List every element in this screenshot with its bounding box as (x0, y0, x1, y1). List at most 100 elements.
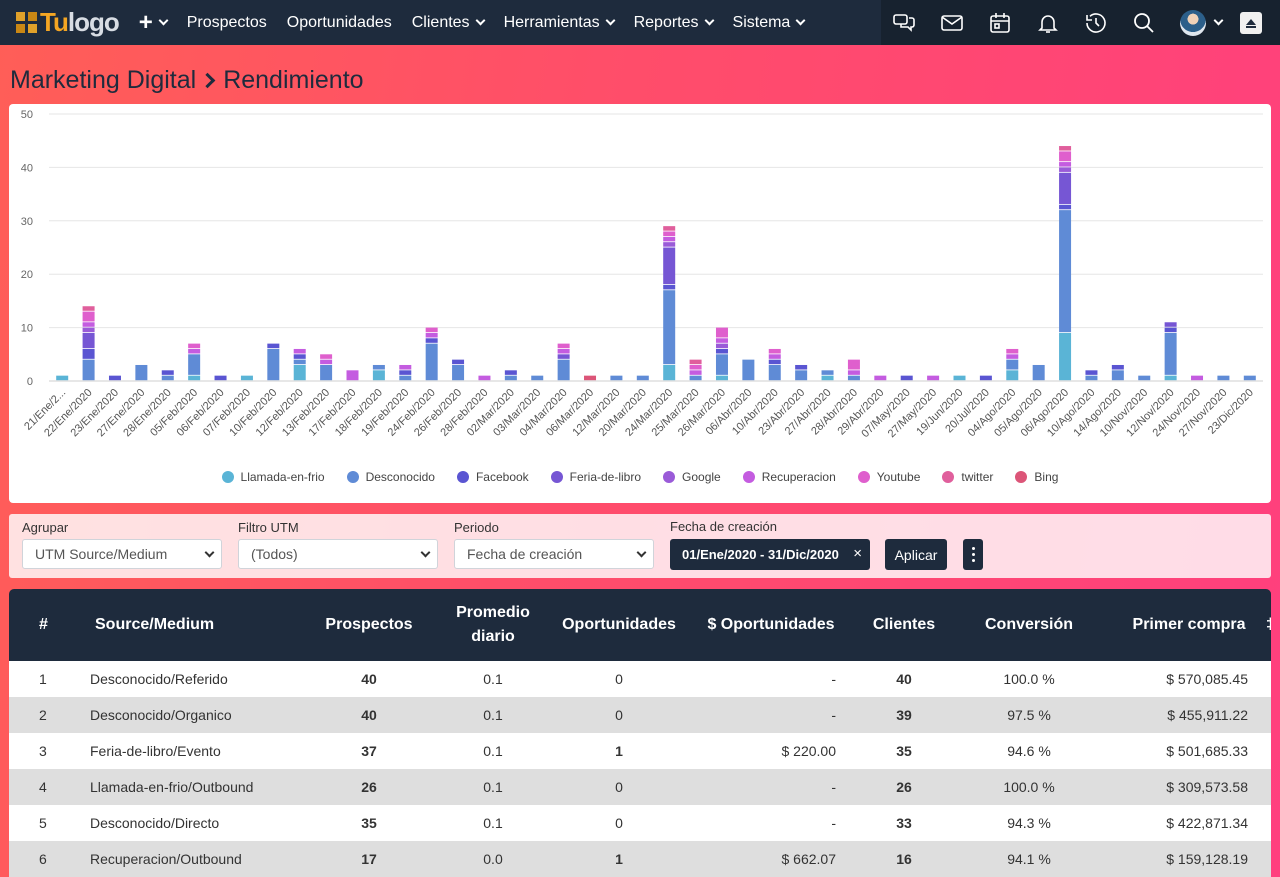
bar-segment[interactable] (821, 370, 834, 375)
bar-segment[interactable] (399, 375, 412, 381)
bar-segment[interactable] (1059, 204, 1072, 210)
bar-segment[interactable] (557, 354, 570, 359)
clear-icon[interactable]: × (853, 545, 862, 562)
table-row[interactable]: 3 Feria-de-libro/Evento 37 0.1 1 $ 220.00 35 94… (9, 733, 1271, 769)
bar-segment[interactable] (399, 370, 412, 375)
bar-segment[interactable] (293, 364, 306, 381)
bar-segment[interactable] (399, 364, 412, 370)
bar-segment[interactable] (214, 375, 227, 381)
nav-item-prospectos[interactable]: Prospectos (187, 14, 267, 32)
bar-segment[interactable] (715, 348, 728, 354)
breadcrumb-parent[interactable]: Marketing Digital (10, 66, 197, 94)
table-row[interactable]: 2 Desconocido/Organico 40 0.1 0 - 39 97.5 % $ 45… (9, 697, 1271, 733)
period-select[interactable]: Fecha de creación (454, 539, 654, 569)
date-range-input[interactable]: 01/Ene/2020 - 31/Dic/2020 × (670, 539, 870, 570)
bell-icon[interactable] (1036, 11, 1060, 35)
bar-segment[interactable] (293, 348, 306, 354)
bar-segment[interactable] (795, 364, 808, 370)
bar-segment[interactable] (927, 375, 940, 381)
legend-item[interactable]: Youtube (857, 470, 920, 484)
nav-item-herramientas[interactable]: Herramientas (504, 14, 616, 32)
bar-segment[interactable] (82, 332, 95, 349)
bar-segment[interactable] (663, 231, 676, 237)
col-header-source[interactable]: Source/Medium (95, 616, 215, 633)
legend-item[interactable]: Recuperacion (742, 470, 836, 484)
bar-segment[interactable] (847, 359, 860, 370)
bar-segment[interactable] (1032, 364, 1045, 381)
bar-segment[interactable] (82, 327, 95, 333)
bar-segment[interactable] (742, 359, 755, 381)
col-header-opportunities[interactable]: Oportunidades (562, 616, 676, 633)
col-header-conversion[interactable]: Conversión (984, 616, 1073, 633)
bar-segment[interactable] (1164, 322, 1177, 327)
bar-segment[interactable] (557, 348, 570, 354)
mail-icon[interactable] (940, 11, 964, 35)
bar-segment[interactable] (293, 354, 306, 359)
bar-segment[interactable] (267, 348, 280, 381)
bar-segment[interactable] (768, 359, 781, 365)
bar-segment[interactable] (1111, 370, 1124, 381)
bar-segment[interactable] (56, 375, 69, 381)
bar-segment[interactable] (663, 290, 676, 365)
bar-segment[interactable] (1059, 162, 1072, 167)
bar-segment[interactable] (1006, 359, 1019, 370)
bar-segment[interactable] (900, 375, 913, 381)
bar-segment[interactable] (478, 375, 491, 381)
utm-filter-select[interactable]: (Todos) (238, 539, 438, 569)
bar-segment[interactable] (161, 370, 174, 375)
table-row[interactable]: 1 Desconocido/Referido 40 0.1 0 - 40 100.0 % $ 5… (9, 661, 1271, 697)
bar-segment[interactable] (82, 359, 95, 381)
legend-item[interactable]: Facebook (456, 470, 529, 484)
bar-segment[interactable] (715, 343, 728, 349)
bar-segment[interactable] (82, 348, 95, 359)
bar-segment[interactable] (1164, 332, 1177, 375)
bar-segment[interactable] (1243, 375, 1256, 381)
bar-segment[interactable] (82, 322, 95, 327)
bar-segment[interactable] (425, 343, 438, 381)
bar-segment[interactable] (1006, 370, 1019, 381)
chevron-down-icon[interactable] (1213, 15, 1224, 26)
bar-segment[interactable] (1006, 354, 1019, 359)
bar-segment[interactable] (557, 343, 570, 349)
col-header-clients[interactable]: Clientes (872, 616, 936, 633)
bar-segment[interactable] (663, 236, 676, 242)
bar-segment[interactable] (188, 348, 201, 354)
bar-segment[interactable] (504, 375, 517, 381)
bar-segment[interactable] (663, 284, 676, 290)
bar-segment[interactable] (161, 375, 174, 381)
col-header-prospects[interactable]: Prospectos (325, 616, 413, 633)
bar-segment[interactable] (1085, 375, 1098, 381)
nav-item-oportunidades[interactable]: Oportunidades (287, 14, 392, 32)
bar-segment[interactable] (135, 364, 148, 381)
calendar-icon[interactable] (988, 11, 1012, 35)
bar-segment[interactable] (320, 354, 333, 359)
bar-segment[interactable] (715, 354, 728, 375)
bar-segment[interactable] (874, 375, 887, 381)
bar-segment[interactable] (768, 348, 781, 354)
bar-segment[interactable] (715, 327, 728, 338)
bar-segment[interactable] (610, 375, 623, 381)
bar-segment[interactable] (320, 359, 333, 365)
bar-segment[interactable] (847, 370, 860, 375)
bar-segment[interactable] (372, 364, 385, 370)
bar-segment[interactable] (1059, 146, 1072, 151)
bar-segment[interactable] (108, 375, 121, 381)
bar-segment[interactable] (663, 364, 676, 381)
app-logo[interactable]: Tu logo (16, 0, 120, 45)
bar-segment[interactable] (504, 370, 517, 375)
bar-segment[interactable] (188, 375, 201, 381)
bar-segment[interactable] (452, 359, 465, 365)
legend-item[interactable]: Google (663, 470, 721, 484)
more-options-button[interactable] (963, 539, 983, 570)
col-header-num[interactable]: # (39, 616, 48, 633)
nav-item-reportes[interactable]: Reportes (634, 14, 714, 32)
bar-segment[interactable] (1138, 375, 1151, 381)
bar-segment[interactable] (452, 364, 465, 381)
search-icon[interactable] (1132, 11, 1156, 35)
bar-segment[interactable] (425, 327, 438, 333)
bar-segment[interactable] (188, 354, 201, 375)
bar-segment[interactable] (425, 338, 438, 343)
nav-item-clientes[interactable]: Clientes (412, 14, 486, 32)
col-header-first-purchase[interactable]: Primer compra (1132, 616, 1246, 633)
group-select[interactable]: UTM Source/Medium (22, 539, 222, 569)
